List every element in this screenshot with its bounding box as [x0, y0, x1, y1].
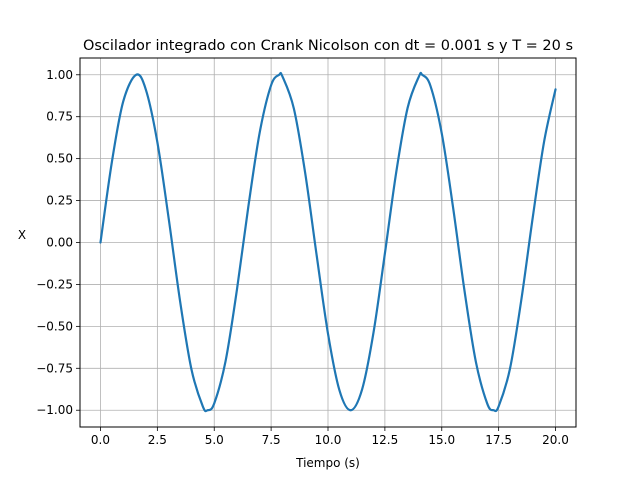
chart-title: Oscilador integrado con Crank Nicolson c…: [83, 38, 573, 54]
grid: [80, 58, 576, 427]
x-tick-label: 7.5: [262, 433, 281, 447]
series-layer: [99, 71, 557, 413]
x-tick-label: 5.0: [205, 433, 224, 447]
y-tick-label: 0.25: [46, 194, 73, 208]
y-axis: 1.00 0.75 0.50 0.25 0.00 −0.25 −0.50 −0.75 −1.00: [36, 68, 80, 417]
y-tick-label: −0.25: [36, 277, 73, 291]
x-tick-label: 2.5: [148, 433, 167, 447]
series-line: [99, 71, 557, 413]
x-tick-label: 0.0: [91, 433, 110, 447]
y-tick-label: −0.50: [36, 319, 73, 333]
x-tick-label: 20.0: [542, 433, 569, 447]
x-tick-label: 12.5: [372, 433, 399, 447]
y-axis-label: X: [18, 228, 26, 242]
y-tick-label: 0.50: [46, 152, 73, 166]
x-tick-label: 10.0: [315, 433, 342, 447]
x-tick-label: 15.0: [428, 433, 455, 447]
x-tick-label: 17.5: [485, 433, 512, 447]
y-tick-label: 0.00: [46, 236, 73, 250]
y-tick-label: −0.75: [36, 361, 73, 375]
y-tick-label: 1.00: [46, 68, 73, 82]
x-axis: 0.0 2.5 5.0 7.5 10.0 12.5 15.0 17.5 20.0: [91, 427, 569, 447]
y-tick-label: 0.75: [46, 110, 73, 124]
y-tick-label: −1.00: [36, 403, 73, 417]
x-axis-label: Tiempo (s): [295, 456, 360, 470]
